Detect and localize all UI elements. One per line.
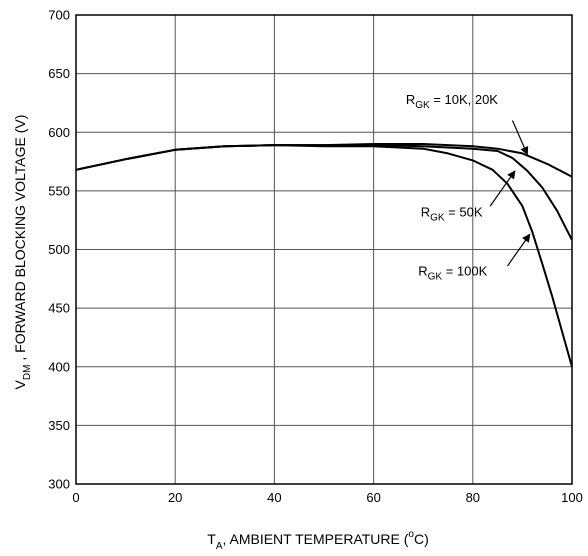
plot-frame bbox=[75, 14, 573, 485]
x-tick-label: 100 bbox=[561, 490, 583, 505]
x-axis-title: TA, AMBIENT TEMPERATURE (oC) bbox=[207, 529, 429, 552]
y-tick-label: 500 bbox=[48, 242, 70, 257]
annotation-label: RGK = 100K bbox=[418, 263, 487, 282]
y-tick-label: 300 bbox=[48, 477, 70, 492]
x-tick-labels: 0 20 40 60 80 100 bbox=[72, 490, 582, 505]
x-tick-label: 0 bbox=[72, 490, 79, 505]
series-line bbox=[75, 144, 573, 368]
annotation-arrow bbox=[489, 170, 516, 207]
x-tick-label: 40 bbox=[267, 490, 281, 505]
y-tick-labels: 300 350 400 450 500 550 600 650 700 bbox=[48, 8, 70, 492]
y-tick-label: 350 bbox=[48, 418, 70, 433]
x-tick-label: 60 bbox=[366, 490, 380, 505]
series-line bbox=[75, 144, 573, 241]
x-tick-label: 80 bbox=[466, 490, 480, 505]
y-tick-label: 700 bbox=[48, 8, 70, 23]
y-tick-label: 550 bbox=[48, 183, 70, 198]
annotation-arrow bbox=[511, 120, 529, 156]
series-line bbox=[75, 143, 573, 178]
grid-lines bbox=[75, 14, 573, 485]
y-tick-label: 650 bbox=[48, 66, 70, 81]
annotation-label: RGK = 10K, 20K bbox=[406, 92, 498, 111]
series-lines bbox=[75, 143, 573, 368]
y-tick-label: 600 bbox=[48, 125, 70, 140]
y-axis-title: VDM , FORWARD BLOCKING VOLTAGE (V) bbox=[12, 115, 33, 390]
y-tick-label: 450 bbox=[48, 301, 70, 316]
annotations: RGK = 10K, 20K RGK = 50K RGK = 100K bbox=[406, 92, 531, 282]
annotation-label: RGK = 50K bbox=[421, 205, 483, 224]
x-tick-label: 20 bbox=[168, 490, 182, 505]
y-tick-label: 400 bbox=[48, 359, 70, 374]
annotation-arrow bbox=[507, 233, 531, 267]
